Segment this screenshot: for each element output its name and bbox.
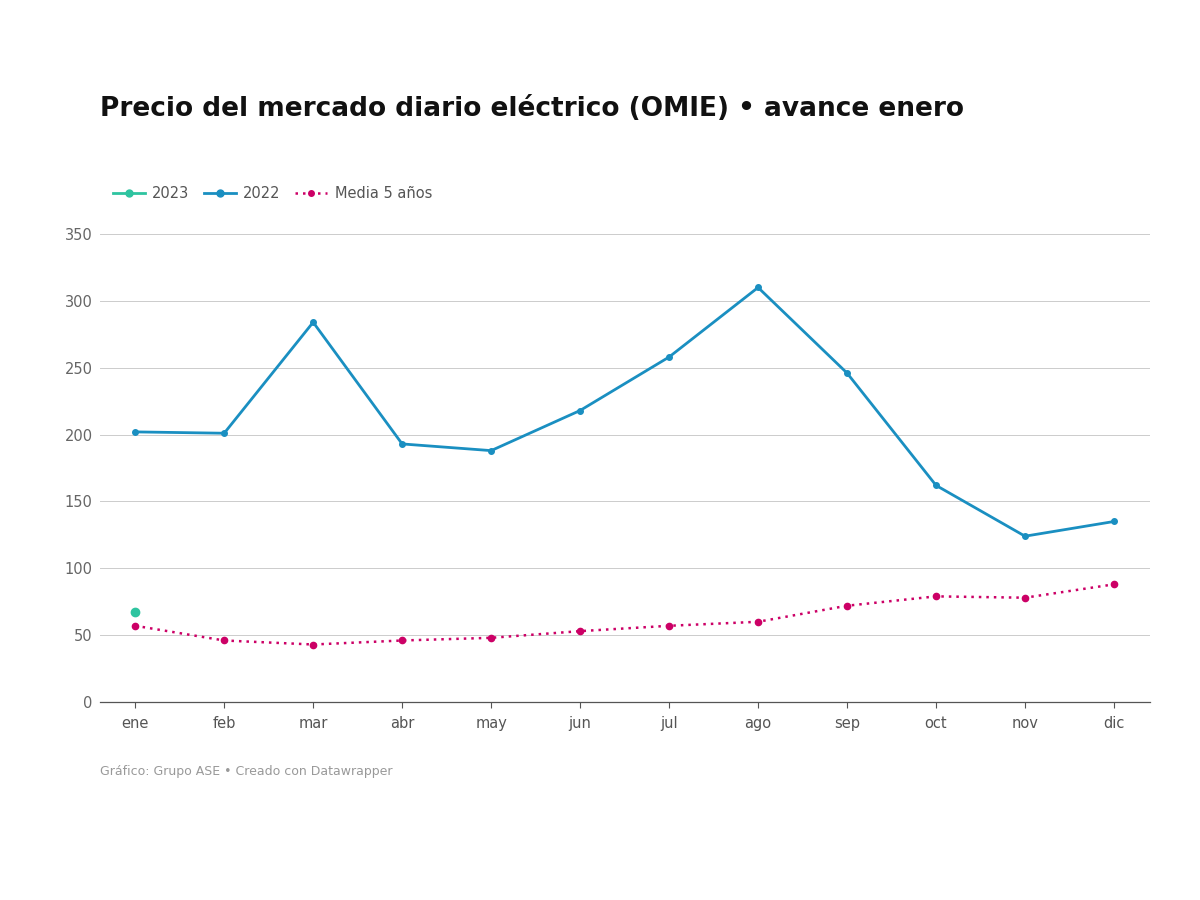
Text: Precio del mercado diario eléctrico (OMIE) • avance enero: Precio del mercado diario eléctrico (OMI… xyxy=(100,95,964,122)
Text: Gráfico: Grupo ASE • Creado con Datawrapper: Gráfico: Grupo ASE • Creado con Datawrap… xyxy=(100,766,392,778)
Legend: 2023, 2022, Media 5 años: 2023, 2022, Media 5 años xyxy=(107,180,438,207)
